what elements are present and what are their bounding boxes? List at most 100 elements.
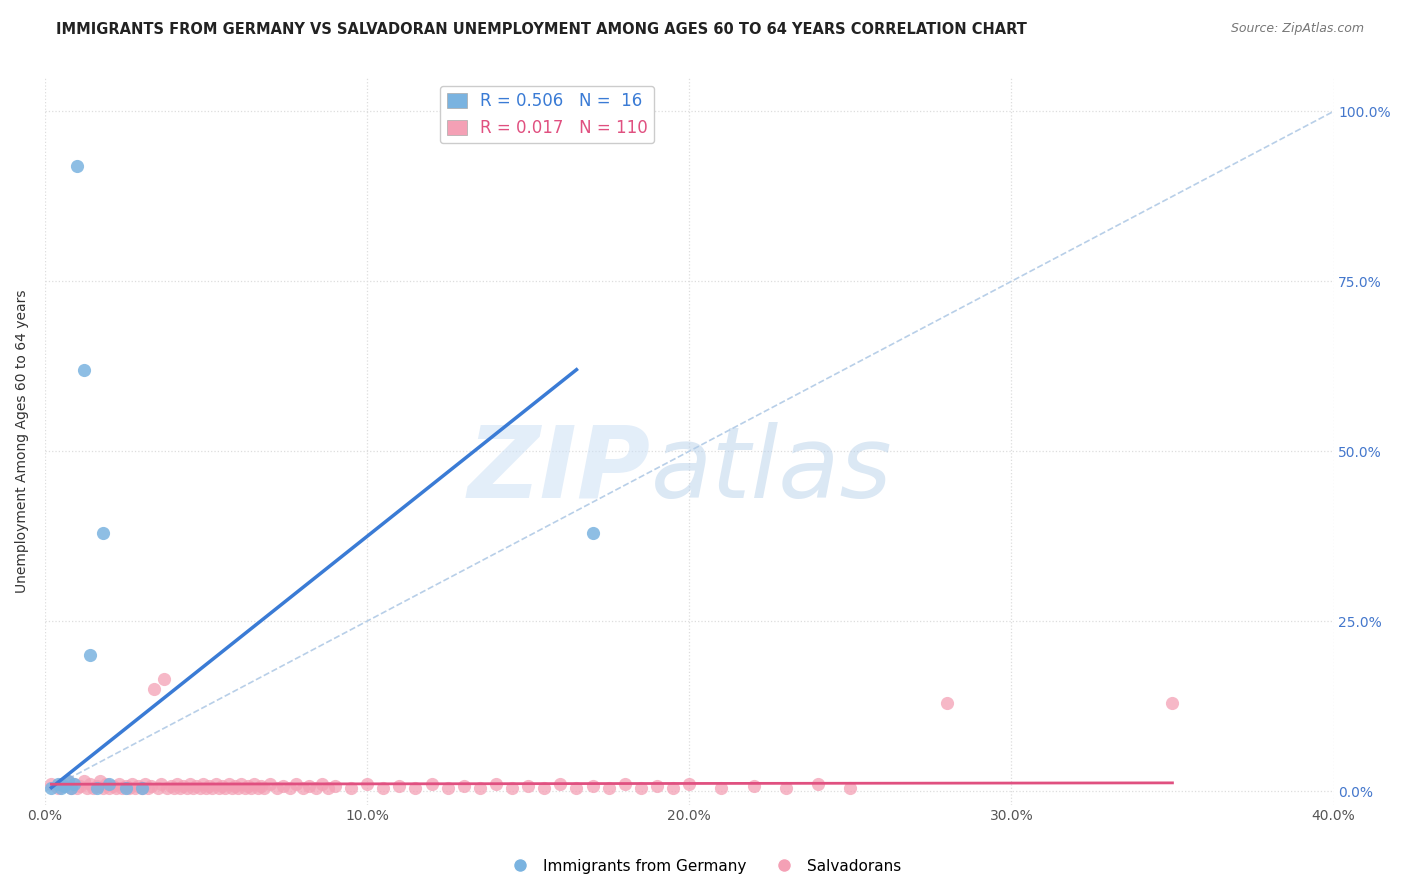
Point — [108, 777, 131, 791]
Point — [211, 779, 233, 793]
Point — [613, 777, 636, 791]
Point — [501, 780, 523, 795]
Point — [79, 648, 101, 662]
Point — [630, 780, 652, 795]
Point — [231, 777, 253, 791]
Point — [221, 780, 243, 795]
Point — [259, 777, 281, 791]
Point — [236, 779, 259, 793]
Point — [278, 780, 301, 795]
Point — [49, 780, 72, 795]
Point — [46, 780, 69, 795]
Point — [291, 780, 314, 795]
Point — [246, 780, 269, 795]
Point — [356, 777, 378, 791]
Point — [53, 779, 76, 793]
Point — [710, 780, 733, 795]
Point — [96, 777, 118, 791]
Point — [59, 780, 82, 795]
Point — [72, 362, 94, 376]
Point — [173, 779, 195, 793]
Point — [598, 780, 620, 795]
Point — [86, 779, 108, 793]
Point — [134, 777, 156, 791]
Point — [550, 777, 572, 791]
Point — [56, 773, 79, 788]
Point — [404, 780, 426, 795]
Point — [436, 780, 458, 795]
Point — [59, 780, 82, 795]
Point — [678, 777, 700, 791]
Text: IMMIGRANTS FROM GERMANY VS SALVADORAN UNEMPLOYMENT AMONG AGES 60 TO 64 YEARS COR: IMMIGRANTS FROM GERMANY VS SALVADORAN UN… — [56, 22, 1028, 37]
Point — [662, 780, 685, 795]
Point — [176, 780, 198, 795]
Y-axis label: Unemployment Among Ages 60 to 64 years: Unemployment Among Ages 60 to 64 years — [15, 289, 30, 593]
Point — [82, 780, 104, 795]
Point — [169, 780, 191, 795]
Point — [98, 780, 121, 795]
Point — [104, 780, 127, 795]
Point — [163, 780, 186, 795]
Point — [420, 777, 443, 791]
Point — [127, 779, 149, 793]
Point — [240, 780, 263, 795]
Point — [131, 780, 153, 795]
Point — [298, 779, 321, 793]
Point — [124, 780, 146, 795]
Point — [76, 780, 98, 795]
Point — [41, 780, 63, 795]
Point — [101, 779, 124, 793]
Point — [742, 779, 765, 793]
Legend: R = 0.506   N =  16, R = 0.017   N = 110: R = 0.506 N = 16, R = 0.017 N = 110 — [440, 86, 654, 144]
Point — [311, 777, 333, 791]
Text: atlas: atlas — [651, 422, 893, 518]
Point — [204, 777, 226, 791]
Point — [226, 780, 249, 795]
Point — [517, 779, 540, 793]
Point — [91, 780, 114, 795]
Point — [224, 779, 246, 793]
Point — [565, 780, 588, 795]
Point — [66, 780, 89, 795]
Point — [114, 779, 136, 793]
Point — [233, 780, 256, 795]
Point — [645, 779, 668, 793]
Point — [114, 780, 136, 795]
Point — [159, 779, 181, 793]
Text: ZIP: ZIP — [468, 422, 651, 518]
Point — [936, 696, 959, 710]
Point — [146, 780, 169, 795]
Point — [143, 682, 166, 697]
Point — [188, 780, 211, 795]
Point — [111, 780, 134, 795]
Point — [89, 773, 111, 788]
Point — [218, 777, 240, 791]
Point — [153, 672, 176, 686]
Point — [453, 779, 475, 793]
Point — [273, 779, 295, 793]
Point — [56, 773, 79, 788]
Legend: Immigrants from Germany, Salvadorans: Immigrants from Germany, Salvadorans — [498, 853, 908, 880]
Point — [141, 779, 163, 793]
Point — [323, 779, 346, 793]
Point — [208, 780, 231, 795]
Point — [179, 777, 201, 791]
Point — [485, 777, 508, 791]
Point — [253, 780, 276, 795]
Point — [136, 780, 159, 795]
Point — [131, 780, 153, 795]
Point — [581, 525, 603, 540]
Point — [1161, 696, 1184, 710]
Point — [149, 777, 172, 791]
Point — [839, 780, 862, 795]
Point — [46, 777, 69, 791]
Point — [195, 780, 218, 795]
Point — [121, 777, 143, 791]
Point — [79, 777, 101, 791]
Point — [63, 777, 86, 791]
Point — [63, 777, 86, 791]
Point — [775, 780, 797, 795]
Point — [243, 777, 266, 791]
Point — [72, 773, 94, 788]
Point — [98, 777, 121, 791]
